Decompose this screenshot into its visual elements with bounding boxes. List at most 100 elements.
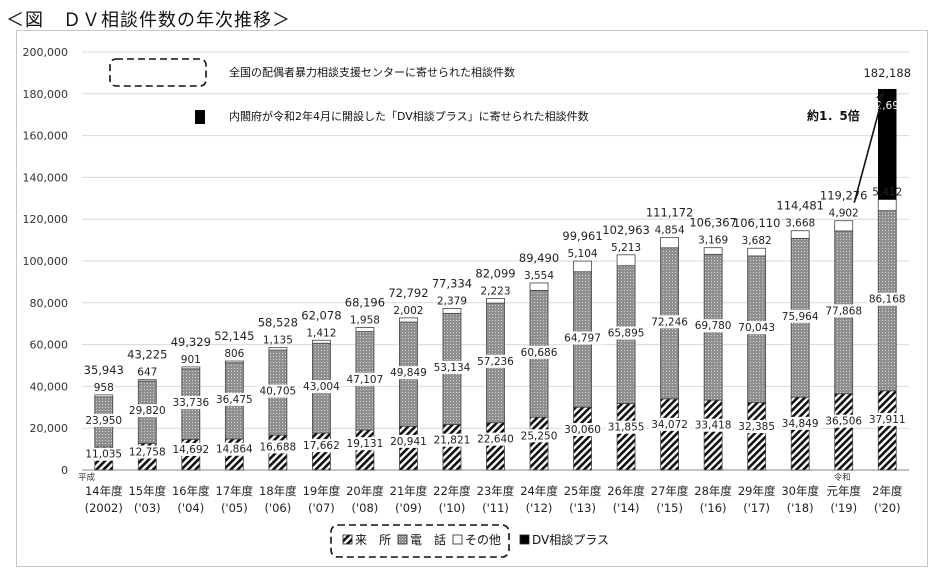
label-bg [692,418,735,432]
legend-note-solid: 内閣府が令和2年4月に開設した「DV相談プラス」に寄せられた相談件数 [229,109,589,123]
x-tick-label: 16年度 [172,484,210,498]
bar-segment-visit [529,416,549,471]
x-tick-label: 14年度 [85,484,123,498]
bar-segment-other [529,282,549,291]
label-bg [561,331,604,345]
bar-segment-other [224,360,244,364]
label-bg [169,442,212,456]
x-tick-sublabel: ('13) [569,501,596,515]
x-tick-label: 30年度 [781,484,819,498]
data-label-visit: 36,506 [825,416,862,428]
data-label-other: 958 [94,382,114,394]
gridlines [82,51,909,471]
data-label-visit: 14,692 [172,444,209,456]
total-label: 114,481 [776,199,824,213]
y-tick-label: 160,000 [23,130,69,143]
total-label: 49,329 [171,335,211,349]
bar-segment-visit [703,399,723,471]
bar-segment-other [486,298,505,304]
data-label-visit: 37,911 [869,414,906,426]
total-label: 68,196 [345,295,385,309]
x-tick-sublabel: ('08) [352,501,379,515]
data-label-visit: 22,640 [477,434,514,446]
data-label-phone: 29,820 [129,405,166,417]
bar-segment-visit [442,423,462,471]
data-label-phone: 23,950 [85,415,122,427]
legend-label: 来 所 [355,533,391,547]
legend-note-dashed: 全国の配偶者暴力相談支援センターに寄せられた相談件数 [229,65,515,79]
x-axis: 14年度 (2002) 15年度 ('03) 16年度 ('04) 17年度 ('05) 18年… [78,472,903,515]
bar-segment-other [616,254,636,267]
bar-segment-visit [834,393,854,471]
bar-segment-other [311,339,331,344]
bar-segment-other [877,198,897,212]
chart-frame: 0 20,000 40,000 60,000 80,000 100,000 120,000 1… [16,30,928,567]
data-label-visit: 31,855 [608,422,645,434]
data-label-phone: 49,849 [390,367,427,379]
x-tick-label: 19年度 [303,484,341,498]
y-tick-label: 60,000 [30,339,69,352]
x-tick-sublabel: ('17) [743,501,770,515]
total-label: 106,110 [733,216,781,230]
legend-swatch [397,534,408,545]
legend-label: 電 話 [410,532,446,547]
bar-segment-other [181,366,201,370]
x-tick-sublabel: ('15) [656,501,683,515]
data-label-phone: 57,236 [477,356,514,368]
data-label-other: 4,854 [655,225,685,237]
label-bg [779,416,822,430]
label-bg [300,439,343,453]
bar-segment-other [399,317,418,323]
bar-segment-other [355,327,375,332]
data-label-phone: 53,134 [434,362,471,374]
bar-segment-other [660,237,680,249]
label-bg [605,420,647,434]
annotations: 約1．5倍 [807,91,886,203]
x-tick-label: 元年度 [826,484,861,498]
x-tick-label: 29年度 [738,484,776,498]
total-label: 52,145 [214,329,254,343]
x-tick-label: 18年度 [259,484,297,498]
x-tick-sublabel: (2002) [85,501,123,515]
x-tick-label: 24年度 [520,484,558,498]
total-label: 72,792 [388,286,428,300]
x-tick-sublabel: ('06) [264,501,291,515]
data-label-visit: 14,864 [216,444,253,456]
data-label-other: 1,135 [263,335,293,347]
bar-segment-other [747,247,767,257]
label-bg [126,404,169,418]
page-title: ＜図 ＤＶ相談件数の年次推移＞ [6,10,291,31]
label-bg [82,413,125,427]
data-label-other: 2,223 [480,285,510,297]
data-label-phone: 64,797 [564,332,601,344]
y-tick-label: 140,000 [23,171,69,184]
era-label-heisei: 平成 [78,472,96,483]
x-tick-label: 22年度 [433,484,471,498]
x-tick-label: 26年度 [607,484,645,498]
data-label-visit: 17,662 [303,440,340,452]
data-label-other: 901 [181,354,201,366]
x-tick-sublabel: ('11) [482,501,509,515]
bar-segment-visit [877,390,897,471]
label-bg [735,420,778,434]
total-label: 182,188 [863,66,911,80]
y-tick-label: 80,000 [30,297,69,310]
data-label-other: 2,002 [393,305,423,317]
data-label-phone: 69,780 [695,320,732,332]
data-label-other: 5,104 [568,248,598,260]
x-tick-sublabel: ('10) [439,501,466,515]
x-tick-label: 23年度 [477,484,515,498]
y-tick-label: 0 [61,464,68,477]
y-tick-label: 100,000 [23,255,69,268]
data-label-visit: 34,072 [651,419,688,431]
x-tick-sublabel: ('14) [613,501,640,515]
ratio-annotation: 約1．5倍 [807,108,860,123]
label-bg [387,434,430,448]
x-tick-sublabel: ('04) [177,501,204,515]
data-label-visit: 16,688 [259,441,296,453]
bar-segment-other [137,379,157,382]
x-tick-sublabel: ('12) [526,501,553,515]
data-label-phone: 75,964 [782,311,819,323]
x-tick-label: 21年度 [390,484,428,498]
data-label-visit: 34,849 [782,418,819,430]
